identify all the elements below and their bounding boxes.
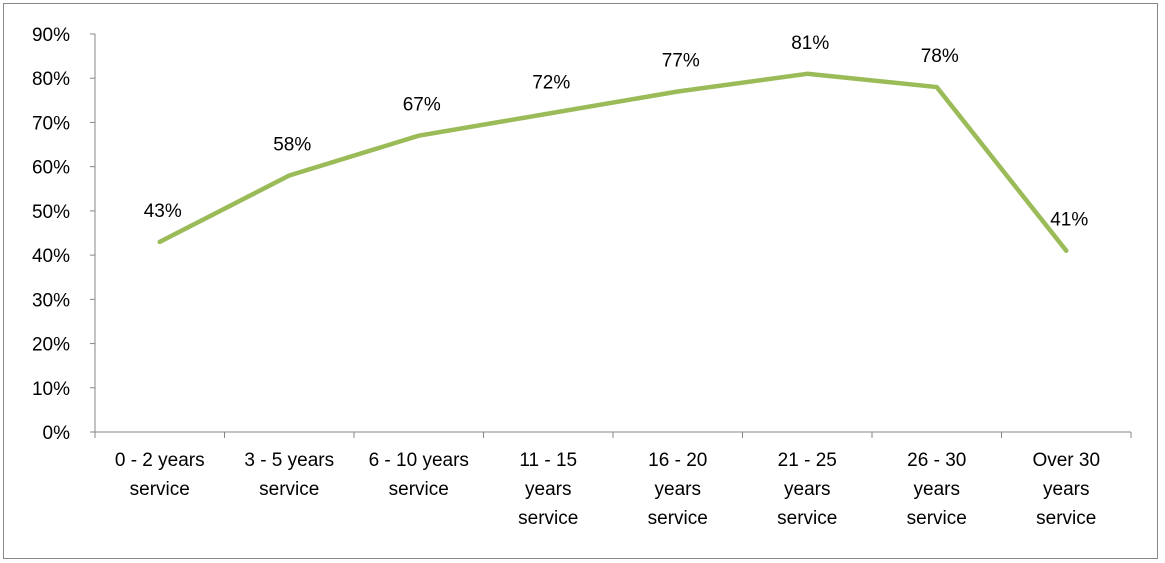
data-label: 77%: [662, 50, 700, 71]
data-label: 67%: [403, 95, 441, 116]
x-tick-label-line: 26 - 30: [907, 450, 966, 471]
x-tick-label-line: service: [907, 508, 967, 529]
x-tick-label-line: 21 - 25: [778, 450, 837, 471]
x-tick-label-line: service: [259, 479, 319, 500]
x-tick-label-line: service: [130, 479, 190, 500]
y-tick-label: 70%: [32, 113, 70, 134]
y-tick-label: 20%: [32, 335, 70, 356]
x-tick-label-line: 16 - 20: [648, 450, 707, 471]
x-tick-label-line: service: [1036, 508, 1096, 529]
y-tick-label: 60%: [32, 158, 70, 179]
y-tick-label: 80%: [32, 69, 70, 90]
x-tick-label: 21 - 25 years service: [777, 450, 837, 529]
y-tick-label: 50%: [32, 202, 70, 223]
x-tick-label: 16 - 20 years service: [648, 450, 708, 529]
x-tick-label-line: years: [784, 479, 830, 500]
chart-frame: [3, 3, 1158, 559]
x-tick-label: 26 - 30 years service: [907, 450, 967, 529]
data-label: 81%: [791, 33, 829, 54]
data-label: 58%: [273, 135, 311, 156]
x-tick-label-line: years: [525, 479, 571, 500]
x-tick-label-line: service: [389, 479, 449, 500]
data-label: 78%: [921, 46, 959, 67]
x-tick-label-line: 11 - 15: [519, 450, 577, 471]
x-tick-label-line: service: [777, 508, 837, 529]
x-tick-label-line: Over 30: [1032, 450, 1100, 471]
x-tick-label: Over 30 years service: [1032, 450, 1100, 529]
x-tick-label: 11 - 15 years service: [518, 450, 578, 529]
x-tick-label-line: years: [914, 479, 960, 500]
data-label: 43%: [144, 201, 182, 222]
y-tick-label: 40%: [32, 246, 70, 267]
series-line: [157, 71, 1069, 253]
x-tick-label-line: service: [648, 508, 708, 529]
y-tick-label: 30%: [32, 290, 70, 311]
x-tick-label: 3 - 5 years service: [244, 450, 334, 500]
x-tick-label: 6 - 10 years service: [369, 450, 469, 500]
x-tick-label-line: 0 - 2 years: [115, 450, 205, 471]
y-tick-label: 90%: [32, 25, 70, 46]
x-tick-label-line: 3 - 5 years: [244, 450, 334, 471]
x-tick-label-line: 6 - 10 years: [369, 450, 469, 471]
y-tick-label: 0%: [43, 423, 71, 444]
data-label: 41%: [1050, 210, 1088, 231]
x-tick-label: 0 - 2 years service: [115, 450, 205, 500]
y-tick-label: 10%: [32, 379, 70, 400]
x-tick-label-line: years: [655, 479, 701, 500]
x-tick-label-line: service: [518, 508, 578, 529]
data-label: 72%: [532, 73, 570, 94]
x-tick-label-line: years: [1043, 479, 1089, 500]
